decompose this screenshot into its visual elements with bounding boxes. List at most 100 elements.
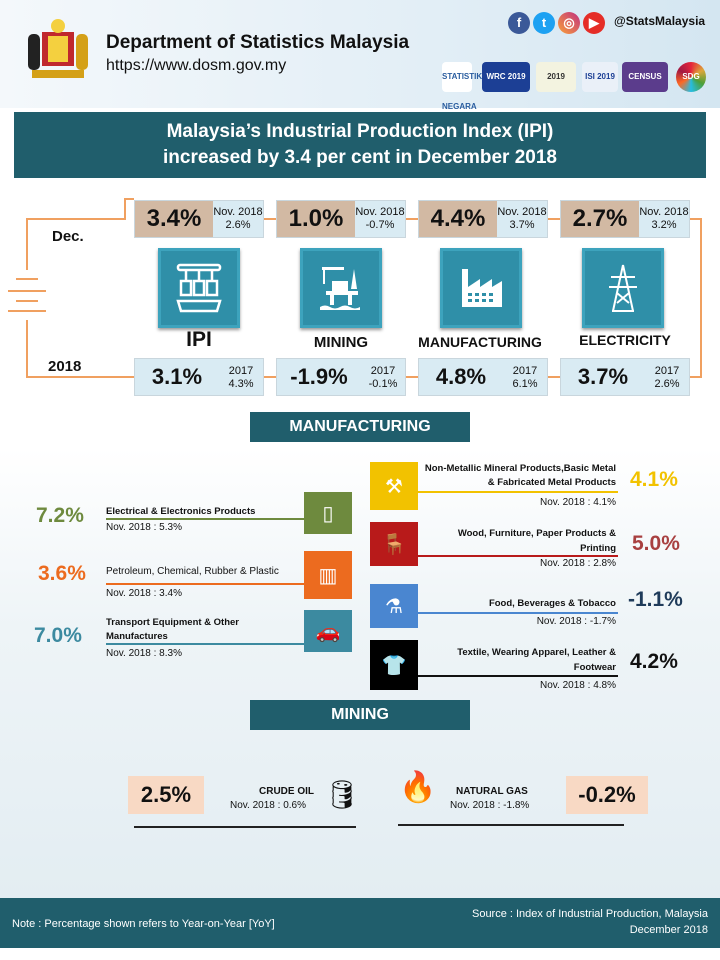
metal-pct: 4.1%: [630, 468, 678, 491]
wire: [688, 376, 702, 378]
wire: [700, 218, 702, 378]
manufacturing-section-header: MANUFACTURING: [250, 412, 470, 442]
org-url[interactable]: https://www.dosm.gov.my: [106, 57, 287, 74]
social-handle: @StatsMalaysia: [614, 14, 706, 28]
isi-logo: ISI 2019: [582, 62, 618, 92]
metal-nov: Nov. 2018 : 4.1%: [540, 497, 616, 508]
manufacturing-dec-value: 4.4%: [419, 201, 497, 237]
instagram-icon[interactable]: ◎: [558, 12, 580, 34]
food-machine-icon: ⚗: [370, 584, 418, 628]
wire: [26, 376, 126, 378]
wire: [26, 218, 126, 220]
mining-dec-value: 1.0%: [277, 201, 355, 237]
food-label: Food, Beverages & Tobacco: [488, 598, 616, 609]
city-background: [0, 448, 720, 898]
battery-icon: [8, 310, 46, 312]
prev-year-label: 2017: [228, 365, 254, 377]
twitter-icon[interactable]: t: [533, 12, 555, 34]
textile-label: Textile, Wearing Apparel, Leather & Foot…: [457, 647, 616, 673]
title-line-1: Malaysia’s Industrial Production Index (…: [166, 121, 554, 142]
wood-pct: 5.0%: [632, 532, 680, 555]
nov-label: Nov. 2018: [639, 206, 689, 218]
facebook-icon[interactable]: f: [508, 12, 530, 34]
oil-rig-icon: [300, 248, 382, 328]
footer-source: Source : Index of Industrial Production,…: [471, 908, 708, 920]
footer-note: Note : Percentage shown refers to Year-o…: [12, 918, 275, 930]
mining-year-value: -1.9%: [290, 364, 348, 389]
census-logo: CENSUS: [622, 62, 668, 92]
mining-prev-value: -0.1%: [368, 378, 398, 390]
flame-icon: 🔥: [399, 771, 437, 804]
prev-year-label: 2017: [512, 365, 538, 377]
fridge-tv-icon: ▯: [304, 492, 352, 534]
oil-barrel-icon: 🛢: [324, 779, 360, 810]
battery-icon: [16, 278, 38, 280]
electrical-nov: Nov. 2018 : 5.3%: [106, 522, 182, 533]
electricity-dec-box: 2.7% Nov. 2018 3.2%: [560, 200, 690, 238]
wire: [124, 198, 126, 220]
apparel-icon: 👕: [370, 640, 418, 690]
transport-pct: 7.0%: [34, 624, 82, 647]
crude-oil-label: CRUDE OIL: [259, 786, 314, 797]
petroleum-nov: Nov. 2018 : 3.4%: [106, 588, 182, 599]
factory-icon: [440, 248, 522, 328]
electrical-line: [106, 518, 304, 520]
sdg-logo: SDG: [676, 62, 706, 92]
manufacturing-dec-box: 4.4% Nov. 2018 3.7%: [418, 200, 548, 238]
electricity-dec-value: 2.7%: [561, 201, 639, 237]
metal-crane-icon: ⚒: [370, 462, 418, 510]
transport-line: [106, 643, 304, 645]
electricity-nov-value: 3.2%: [651, 219, 677, 231]
electricity-year-box: 3.7% 2017 2.6%: [560, 358, 690, 396]
manufacturing-prev-value: 6.1%: [512, 378, 538, 390]
food-nov: Nov. 2018 : -1.7%: [536, 616, 616, 627]
metal-line: [418, 491, 618, 493]
wire: [134, 218, 694, 220]
ipi-year-box: 3.1% 2017 4.3%: [134, 358, 264, 396]
wire: [26, 320, 28, 378]
textile-line: [418, 675, 618, 677]
furniture-icon: 🪑: [370, 522, 418, 566]
manufacturing-year-value: 4.8%: [435, 364, 487, 389]
footer-date: December 2018: [629, 924, 708, 936]
wood-label: Wood, Furniture, Paper Products & Printi…: [457, 528, 616, 554]
house-logo: 2019: [536, 62, 576, 92]
electricity-prev-value: 2.6%: [654, 378, 680, 390]
chemical-tanks-icon: ▥: [304, 551, 352, 599]
youtube-icon[interactable]: ▶: [583, 12, 605, 34]
manufacturing-nov-value: 3.7%: [509, 219, 535, 231]
wire: [124, 198, 134, 200]
mining-label: MINING: [313, 334, 369, 351]
footer: Note : Percentage shown refers to Year-o…: [0, 898, 720, 948]
natural-gas-label: NATURAL GAS: [456, 786, 528, 797]
ipi-dec-value: 3.4%: [135, 201, 213, 237]
wire: [134, 376, 694, 378]
wood-line: [418, 555, 618, 557]
ipi-label: IPI: [186, 328, 212, 351]
row-label-2018: 2018: [48, 358, 82, 375]
natural-gas-pct: -0.2%: [566, 776, 648, 814]
prev-year-label: 2017: [370, 365, 396, 377]
petroleum-line: [106, 583, 304, 585]
crude-oil-nov: Nov. 2018 : 0.6%: [230, 800, 306, 811]
statistik-negara-logo: STATISTIK NEGARA: [442, 62, 482, 111]
car-icon: 🚗: [304, 610, 352, 652]
title-line-2: increased by 3.4 per cent in December 20…: [163, 147, 557, 168]
ipi-prev-value: 4.3%: [228, 378, 254, 390]
wire: [124, 376, 134, 378]
mining-section-header: MINING: [250, 700, 470, 730]
transmission-tower-icon: [582, 248, 664, 328]
ipi-robot-arms-icon: [158, 248, 240, 328]
row-label-dec: Dec.: [52, 228, 84, 245]
transport-nov: Nov. 2018 : 8.3%: [106, 648, 182, 659]
wood-nov: Nov. 2018 : 2.8%: [540, 558, 616, 569]
title-banner: Malaysia’s Industrial Production Index (…: [14, 112, 706, 178]
wrc-logo: WRC 2019: [482, 62, 530, 92]
electrical-pct: 7.2%: [36, 504, 84, 527]
crude-oil-line: [134, 826, 356, 828]
electricity-label: ELECTRICITY: [579, 332, 671, 348]
prev-year-label: 2017: [654, 365, 680, 377]
textile-nov: Nov. 2018 : 4.8%: [540, 680, 616, 691]
electrical-label: Electrical & Electronics Products: [106, 506, 256, 517]
crude-oil-pct: 2.5%: [128, 776, 204, 814]
